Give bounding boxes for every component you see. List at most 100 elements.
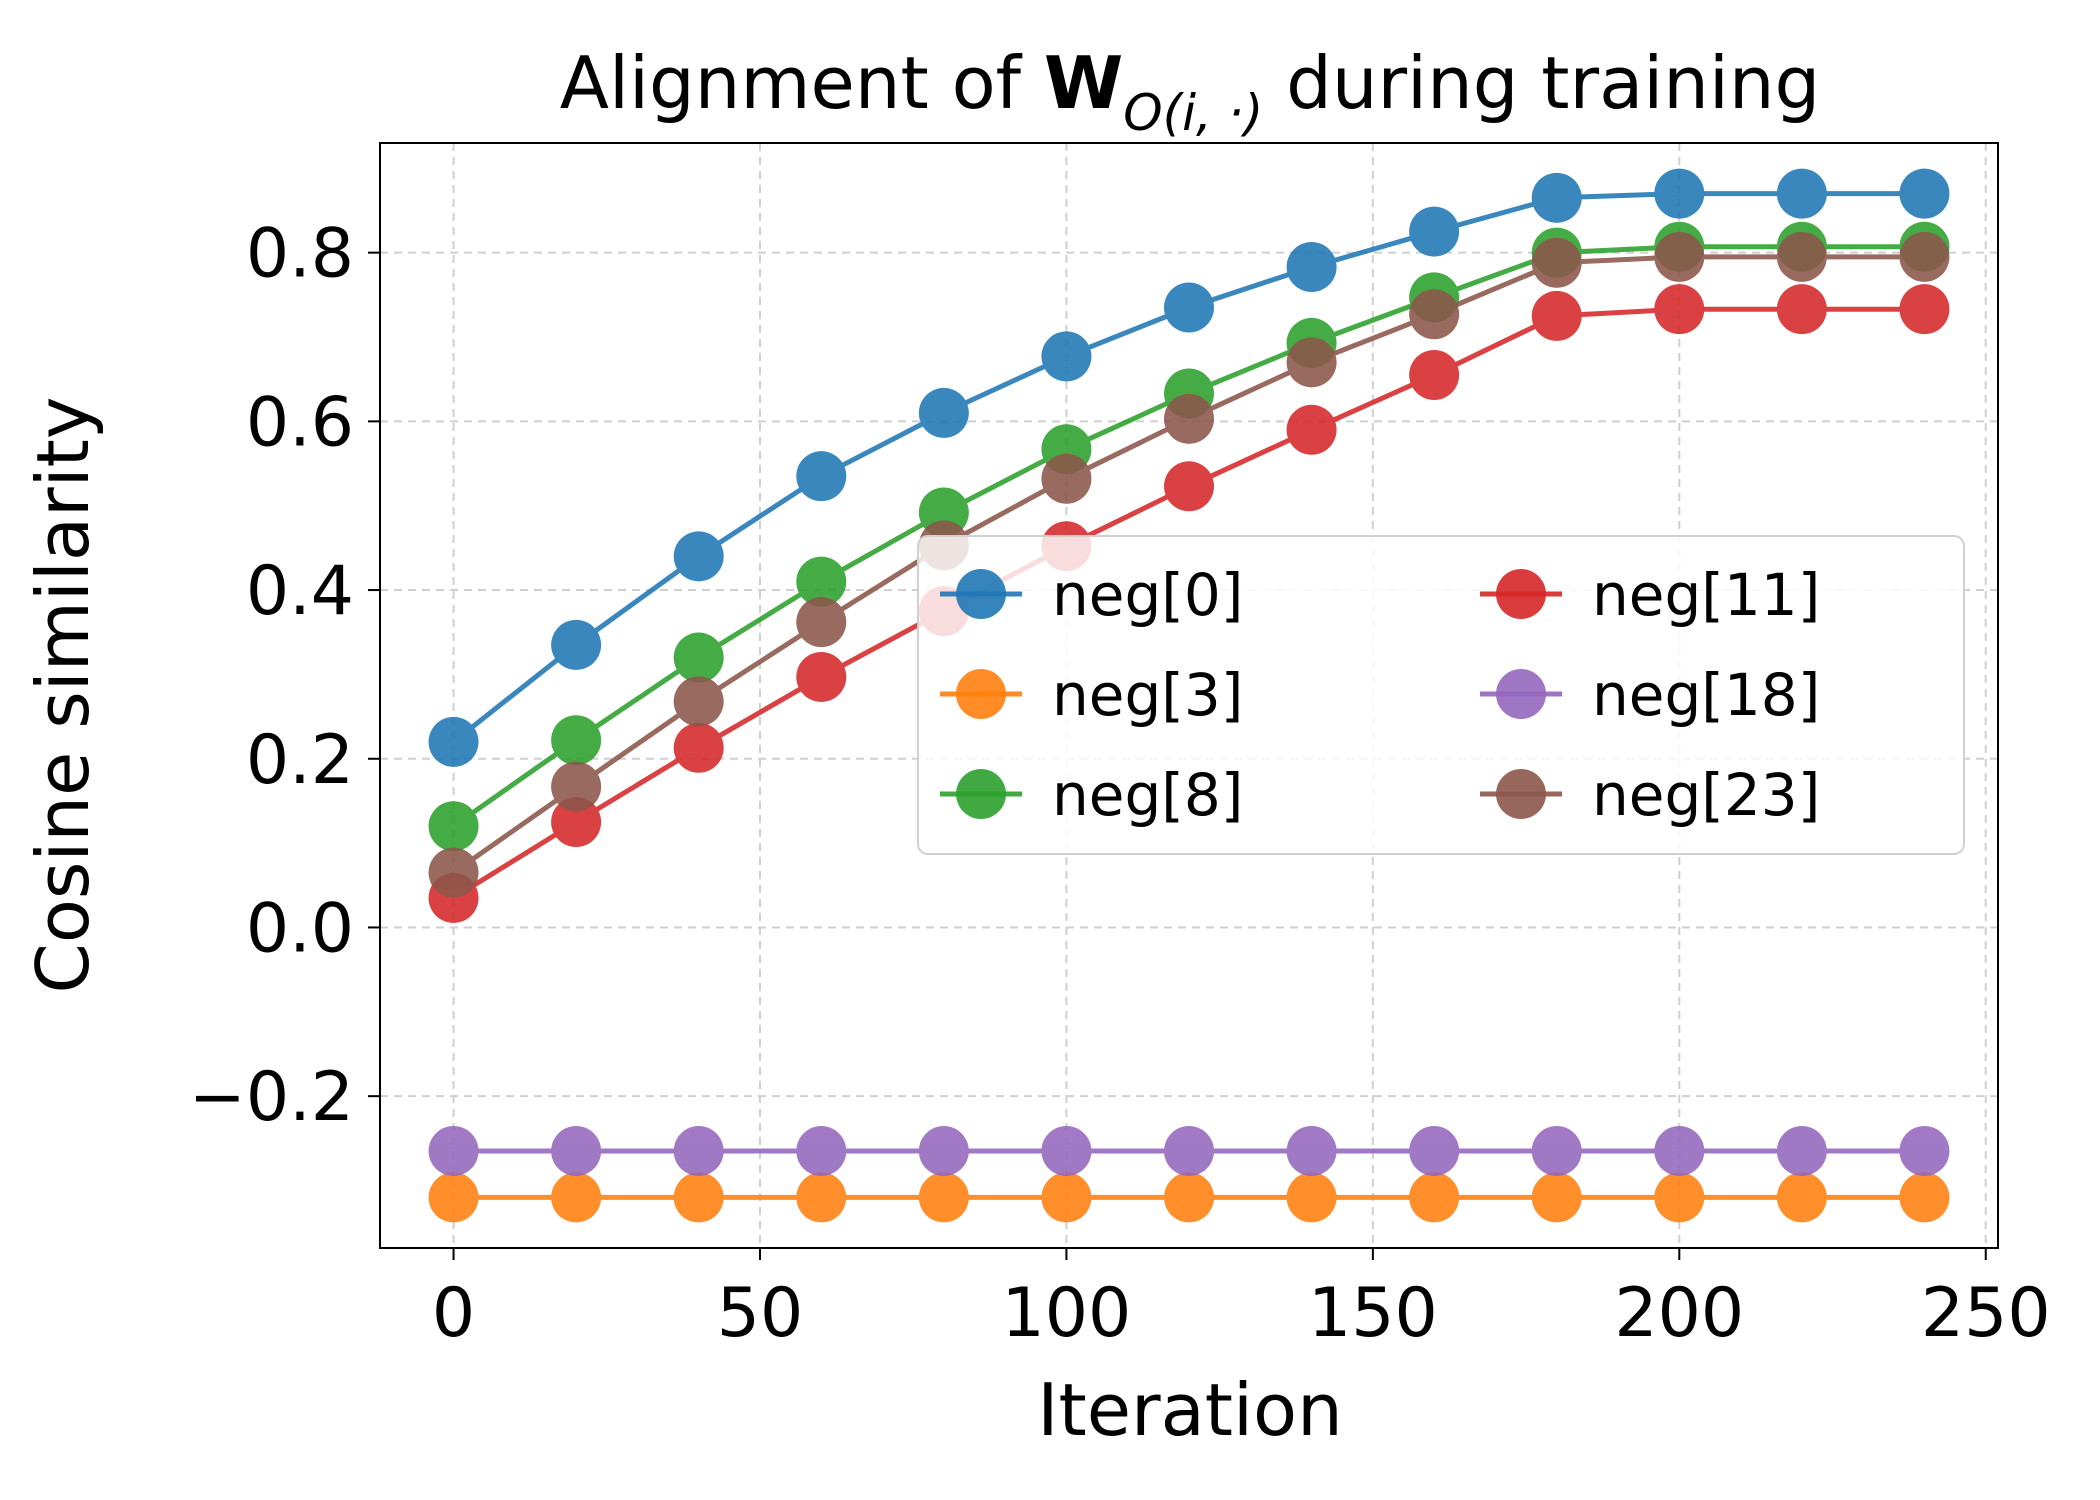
series-neg-23 — [428, 231, 1950, 898]
data-point-neg-3 — [673, 1172, 724, 1223]
legend-marker — [1496, 769, 1546, 819]
y-tick-label: 0.8 — [246, 215, 354, 294]
axis-ticks: 0 50 100 150 200 250 −0.2 0.0 0.2 0.4 0.6 0.8 — [189, 215, 2051, 1353]
data-point-neg-0 — [1531, 172, 1582, 223]
data-point-neg-3 — [918, 1172, 969, 1223]
x-tick-label: 250 — [1921, 1274, 2051, 1353]
data-point-neg-11 — [1164, 461, 1214, 512]
data-point-neg-3 — [1164, 1172, 1214, 1223]
data-point-neg-18 — [1409, 1125, 1460, 1176]
data-point-neg-23 — [428, 847, 479, 898]
y-tick-label: 0.2 — [246, 721, 354, 800]
legend-label: neg[3] — [1052, 661, 1243, 729]
data-point-neg-0 — [428, 716, 479, 767]
data-point-neg-18 — [918, 1125, 969, 1176]
data-point-neg-0 — [1041, 331, 1092, 382]
legend-entry: neg[3] — [940, 661, 1243, 729]
data-point-neg-23 — [551, 761, 602, 812]
legend-label: neg[18] — [1592, 661, 1820, 729]
data-point-neg-3 — [1654, 1172, 1705, 1223]
data-point-neg-3 — [1899, 1172, 1950, 1223]
data-point-neg-0 — [1164, 282, 1214, 333]
legend-entry: neg[18] — [1480, 661, 1820, 729]
legend-label: neg[0] — [1052, 561, 1243, 629]
data-point-neg-23 — [1409, 289, 1460, 340]
data-point-neg-18 — [1531, 1125, 1582, 1176]
y-tick-label: 0.4 — [246, 552, 354, 631]
series-neg-0 — [428, 168, 1950, 767]
data-point-neg-0 — [918, 387, 969, 438]
data-point-neg-11 — [1409, 349, 1460, 400]
legend-label: neg[23] — [1592, 761, 1820, 829]
legend-marker — [1496, 569, 1546, 619]
legend-entry: neg[23] — [1480, 761, 1820, 829]
x-tick-label: 200 — [1614, 1274, 1744, 1353]
data-point-neg-18 — [1654, 1125, 1705, 1176]
data-point-neg-11 — [796, 651, 847, 702]
data-point-neg-3 — [1776, 1172, 1827, 1223]
data-point-neg-23 — [1776, 231, 1827, 282]
data-point-neg-23 — [1041, 453, 1092, 504]
legend-entry: neg[8] — [940, 761, 1243, 829]
data-point-neg-11 — [1654, 284, 1705, 335]
data-point-neg-0 — [796, 451, 847, 502]
plot-frame — [379, 142, 1999, 1249]
data-point-neg-11 — [1776, 284, 1827, 335]
data-point-neg-23 — [1531, 237, 1582, 288]
data-point-neg-0 — [1899, 168, 1950, 219]
data-point-neg-8 — [796, 556, 847, 607]
data-point-neg-3 — [551, 1172, 602, 1223]
data-point-neg-18 — [1164, 1125, 1214, 1176]
legend-box — [917, 535, 1965, 855]
data-point-neg-18 — [428, 1125, 479, 1176]
legend-marker — [956, 569, 1006, 619]
data-point-neg-8 — [673, 632, 724, 683]
data-point-neg-3 — [1409, 1172, 1460, 1223]
legend-label: neg[8] — [1052, 761, 1243, 829]
x-tick-label: 100 — [1002, 1274, 1132, 1353]
y-tick-label: 0.6 — [246, 383, 354, 462]
legend-marker — [1496, 669, 1546, 719]
data-point-neg-0 — [1409, 206, 1460, 257]
data-point-neg-3 — [1041, 1172, 1092, 1223]
legend: neg[0] neg[3] neg[8] neg[11] neg[18] neg[23] — [917, 535, 1965, 855]
legend-marker — [956, 669, 1006, 719]
data-point-neg-3 — [1531, 1172, 1582, 1223]
data-point-neg-8 — [428, 801, 479, 852]
data-point-neg-18 — [1286, 1125, 1337, 1176]
data-point-neg-18 — [796, 1125, 847, 1176]
data-point-neg-3 — [796, 1172, 847, 1223]
data-point-neg-0 — [673, 531, 724, 582]
x-tick-label: 0 — [432, 1274, 475, 1353]
data-point-neg-18 — [1776, 1125, 1827, 1176]
data-point-neg-23 — [1654, 231, 1705, 282]
data-point-neg-3 — [428, 1172, 479, 1223]
data-point-neg-23 — [796, 597, 847, 648]
x-axis-label: Iteration — [1037, 1368, 1342, 1452]
data-point-neg-18 — [551, 1125, 602, 1176]
data-point-neg-3 — [1286, 1172, 1337, 1223]
legend-entry: neg[0] — [940, 561, 1243, 629]
x-tick-label: 150 — [1308, 1274, 1438, 1353]
data-point-neg-0 — [1654, 168, 1705, 219]
series-neg-18 — [428, 1125, 1950, 1176]
chart-title: Alignment of WO(i, ·) during training — [560, 41, 1820, 142]
data-point-neg-18 — [1899, 1125, 1950, 1176]
data-point-neg-11 — [1899, 284, 1950, 335]
series-layer — [428, 168, 1950, 1223]
legend-entry: neg[11] — [1480, 561, 1820, 629]
data-point-neg-23 — [1286, 337, 1337, 388]
x-tick-label: 50 — [717, 1274, 804, 1353]
data-point-neg-11 — [1531, 290, 1582, 341]
legend-label: neg[11] — [1592, 561, 1820, 629]
data-point-neg-0 — [1776, 168, 1827, 219]
data-point-neg-23 — [1899, 231, 1950, 282]
series-neg-3 — [428, 1172, 1950, 1223]
data-point-neg-18 — [673, 1125, 724, 1176]
data-point-neg-11 — [551, 797, 602, 848]
data-point-neg-0 — [551, 619, 602, 670]
data-point-neg-11 — [1286, 404, 1337, 455]
data-point-neg-23 — [673, 676, 724, 727]
